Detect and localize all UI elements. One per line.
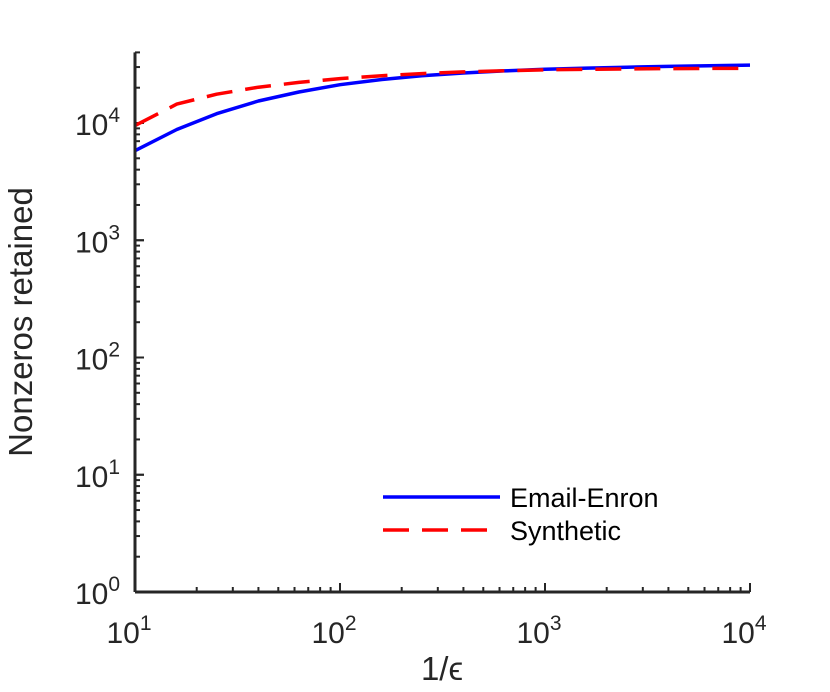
y-tick-label: 104 — [75, 104, 120, 142]
axes — [133, 52, 750, 594]
legend: Email-Enron Synthetic — [383, 483, 659, 546]
y-axis-label: Nonzeros retained — [2, 187, 39, 457]
x-axis-label: 1/ϵ — [421, 650, 463, 687]
x-tick-label: 103 — [516, 612, 561, 650]
y-tick-label: 100 — [75, 573, 120, 611]
y-tick-label: 103 — [75, 221, 120, 259]
series-line-synthetic — [134, 66, 751, 128]
series-line-email-enron — [134, 63, 751, 153]
x-tick-label: 102 — [311, 612, 356, 650]
y-tick-label: 101 — [75, 456, 120, 494]
legend-label-email-enron: Email-Enron — [510, 483, 659, 513]
x-tick-label: 101 — [106, 612, 151, 650]
x-tick-label: 104 — [721, 612, 766, 650]
legend-label-synthetic: Synthetic — [510, 516, 621, 546]
y-tick-label: 102 — [75, 339, 120, 377]
series-lines — [134, 63, 751, 153]
